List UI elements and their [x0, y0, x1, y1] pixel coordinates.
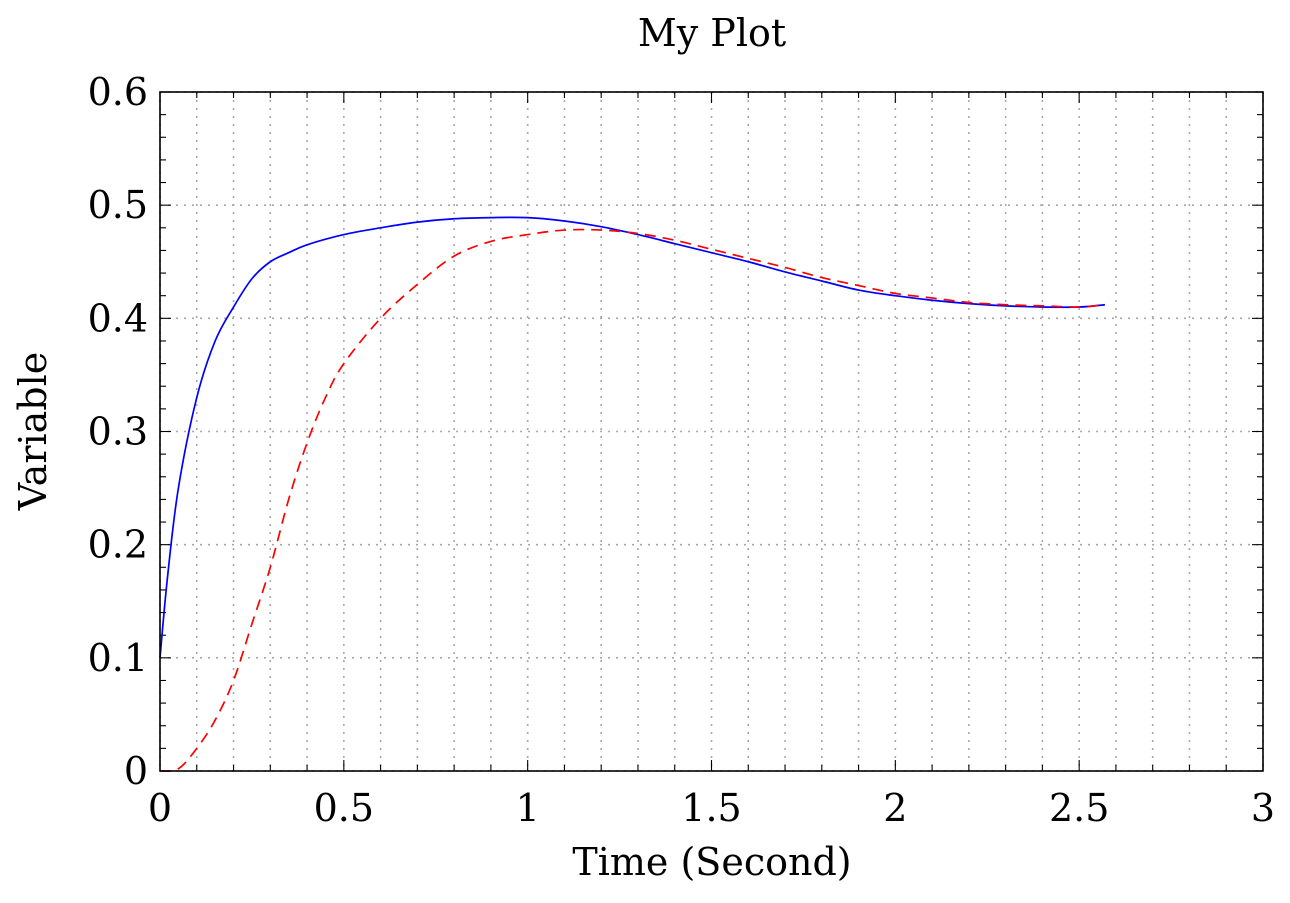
y-tick-label: 0.4 [88, 296, 148, 340]
y-tick-label: 0.5 [88, 183, 148, 227]
x-tick-label: 1.5 [681, 786, 741, 830]
y-axis-label: Variable [11, 352, 55, 512]
x-tick-label: 1 [516, 786, 540, 830]
x-tick-label: 2.5 [1049, 786, 1109, 830]
y-tick-label: 0.1 [88, 636, 148, 680]
chart-title: My Plot [638, 11, 786, 55]
plot-frame [159, 91, 1264, 772]
y-tick-label: 0 [124, 749, 148, 793]
x-tick-label: 3 [1251, 786, 1275, 830]
x-tick-label: 0 [148, 786, 172, 830]
y-tick-label: 0.6 [88, 70, 148, 114]
y-tick-label: 0.2 [88, 523, 148, 567]
series-line-dashed [159, 228, 1105, 772]
x-tick-label: 2 [883, 786, 907, 830]
x-axis-label: Time (Second) [572, 840, 851, 884]
series-line-solid [159, 216, 1105, 658]
x-tick-label: 0.5 [314, 786, 374, 830]
y-tick-label: 0.3 [88, 410, 148, 454]
grid [159, 91, 1264, 772]
tick-labels: 0 0.5 1 1.5 2 2.5 3 0 0.1 0.2 0.3 0.4 0.5 0.6 [88, 70, 1276, 830]
series-group [159, 216, 1105, 772]
